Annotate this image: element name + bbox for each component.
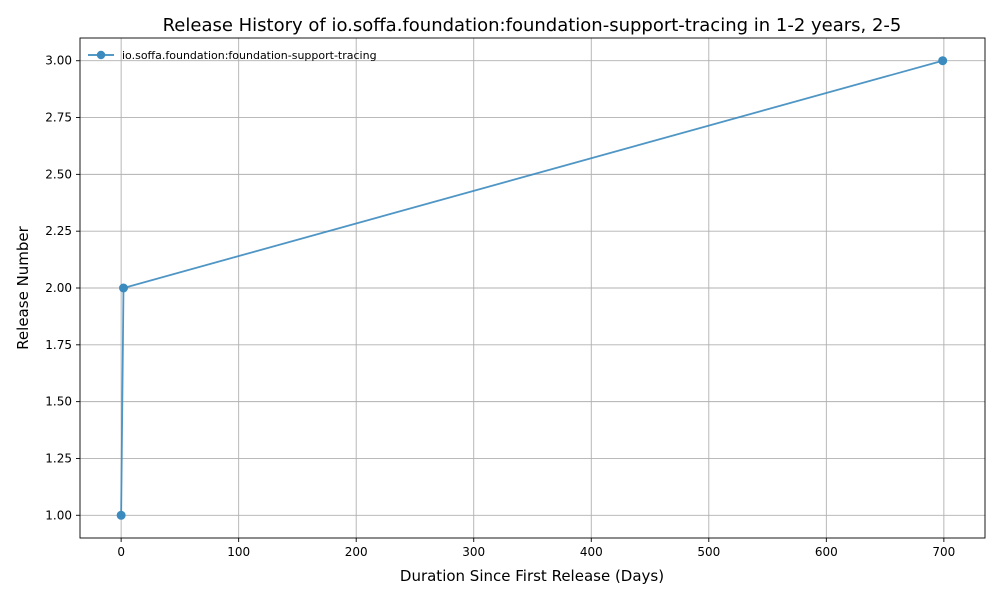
y-tick-label: 3.00 [45,54,72,68]
y-tick-label: 1.75 [45,338,72,352]
y-axis-ticks: 1.00 1.25 1.50 1.75 2.00 2.25 2.50 2.75 3.00 [45,54,80,522]
y-tick-label: 2.75 [45,111,72,125]
chart-title: Release History of io.soffa.foundation:f… [163,15,902,36]
x-tick-label: 100 [227,545,250,559]
x-tick-label: 200 [345,545,368,559]
x-tick-label: 500 [697,545,720,559]
data-point [116,510,126,520]
x-axis-label: Duration Since First Release (Days) [400,567,664,585]
x-tick-label: 600 [815,545,838,559]
y-tick-label: 2.25 [45,224,72,238]
legend-label: io.soffa.foundation:foundation-support-t… [122,49,377,62]
data-point [938,56,948,66]
series-layer [116,56,948,520]
x-tick-label: 700 [932,545,955,559]
y-tick-label: 1.00 [45,508,72,522]
legend-marker-swatch [96,50,106,60]
y-tick-label: 2.50 [45,167,72,181]
x-tick-label: 400 [580,545,603,559]
grid-lines [80,38,985,538]
y-tick-label: 2.00 [45,281,72,295]
y-tick-label: 1.25 [45,451,72,465]
y-axis-label: Release Number [14,225,32,349]
x-tick-label: 300 [462,545,485,559]
x-tick-label: 0 [117,545,125,559]
legend: io.soffa.foundation:foundation-support-t… [88,49,377,62]
y-tick-label: 1.50 [45,395,72,409]
data-point [118,283,128,293]
x-axis-ticks: 0 100 200 300 400 500 600 700 [117,538,955,559]
